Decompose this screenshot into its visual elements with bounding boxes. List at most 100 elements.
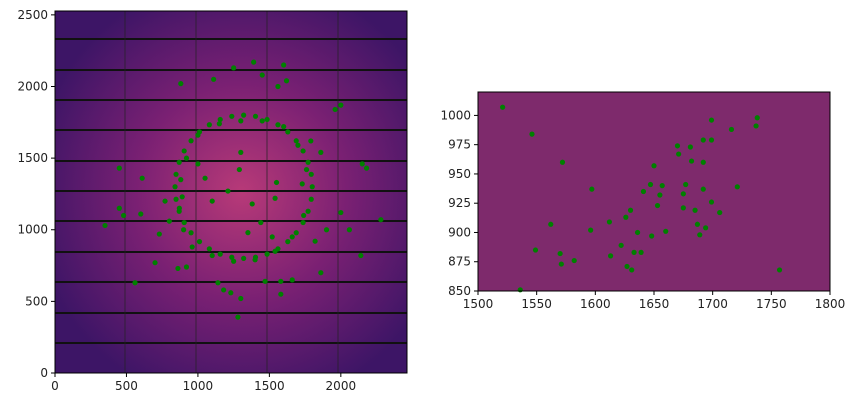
point	[264, 116, 270, 123]
point	[176, 205, 182, 211]
point	[629, 267, 635, 273]
point	[206, 246, 212, 252]
point	[217, 116, 223, 123]
point	[139, 175, 145, 181]
point	[241, 255, 247, 261]
point	[517, 287, 523, 293]
point	[241, 112, 247, 118]
point	[238, 118, 244, 124]
point	[156, 231, 162, 237]
point	[305, 159, 311, 165]
point	[252, 113, 259, 119]
point	[697, 232, 703, 238]
point	[285, 239, 291, 245]
point	[754, 115, 760, 121]
y-tick-label: 950	[448, 167, 471, 181]
point	[500, 104, 506, 110]
point	[559, 159, 566, 165]
point	[700, 186, 706, 192]
point	[281, 62, 287, 68]
point	[173, 171, 179, 177]
y-tick-label: 1000	[17, 223, 48, 237]
point	[175, 265, 181, 272]
point	[183, 155, 190, 161]
point	[606, 219, 613, 225]
point	[221, 287, 227, 293]
point	[179, 194, 185, 200]
point	[708, 117, 715, 123]
point	[558, 261, 564, 267]
point	[196, 239, 203, 245]
point	[378, 217, 384, 223]
detector-zoom	[478, 92, 830, 291]
y-tick-label: 975	[448, 138, 471, 152]
point	[589, 186, 595, 192]
point	[275, 83, 281, 90]
point	[312, 238, 318, 244]
point	[299, 181, 305, 187]
point	[116, 165, 122, 171]
point	[181, 227, 187, 233]
point	[308, 138, 314, 144]
point	[703, 225, 709, 231]
point	[717, 209, 723, 216]
point	[680, 205, 686, 211]
point	[178, 177, 184, 183]
point	[700, 159, 706, 165]
y-tick-label: 2000	[17, 79, 48, 93]
point	[346, 227, 353, 233]
point	[663, 228, 669, 234]
point	[308, 171, 314, 177]
point	[206, 122, 212, 128]
point	[289, 234, 295, 240]
point	[195, 161, 201, 167]
point	[532, 247, 539, 253]
x-tick-label: 1700	[697, 297, 728, 311]
point	[649, 233, 655, 239]
point	[269, 234, 275, 240]
point	[571, 257, 577, 264]
point	[209, 198, 215, 204]
point	[676, 151, 682, 157]
point	[228, 290, 234, 296]
point	[683, 181, 689, 188]
point	[162, 198, 168, 204]
point	[734, 184, 740, 190]
point	[687, 144, 693, 150]
point	[338, 102, 344, 108]
point	[215, 280, 221, 286]
point	[631, 249, 637, 255]
point	[216, 121, 222, 127]
point	[283, 78, 290, 84]
point	[647, 181, 654, 188]
x-tick-label: 1750	[756, 297, 787, 311]
x-tick-label: 1500	[463, 297, 494, 311]
point	[259, 72, 265, 78]
point	[659, 183, 665, 189]
y-tick-label: 900	[448, 225, 471, 239]
point	[195, 132, 201, 138]
point	[211, 76, 217, 82]
point	[618, 242, 624, 248]
point	[300, 148, 306, 154]
point	[275, 122, 281, 128]
point	[623, 214, 629, 220]
x-tick-label: 1500	[254, 379, 285, 393]
point	[252, 257, 258, 263]
x-tick-label: 500	[115, 379, 138, 393]
point	[694, 221, 701, 227]
point	[189, 244, 195, 250]
point	[358, 252, 364, 259]
point	[238, 149, 244, 155]
point	[305, 208, 311, 214]
point	[217, 251, 223, 257]
point	[640, 188, 647, 195]
y-tick-label: 925	[448, 196, 471, 210]
point	[318, 270, 324, 276]
point	[262, 278, 268, 284]
x-tick-label: 1600	[580, 297, 611, 311]
x-tick-label: 1000	[183, 379, 214, 393]
point	[188, 230, 194, 236]
point	[301, 212, 307, 219]
point	[638, 249, 644, 255]
